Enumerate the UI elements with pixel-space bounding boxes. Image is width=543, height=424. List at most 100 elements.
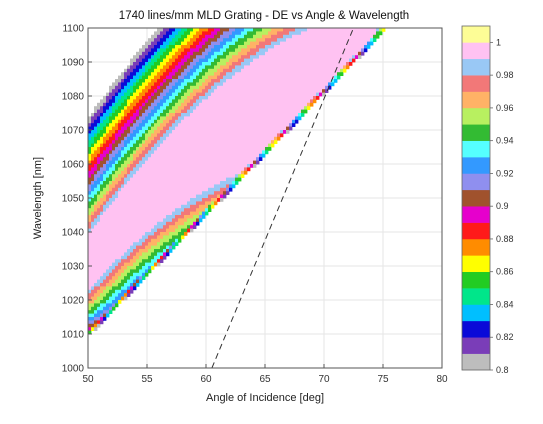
contour-cell [238,106,242,110]
contour-cell [133,204,137,209]
contour-cell [211,116,215,121]
contour-cell [223,181,227,185]
contour-cell [223,55,227,59]
contour-cell [343,58,347,63]
contour-cell [100,238,104,243]
contour-cell [214,194,218,199]
contour-cell [115,123,119,127]
contour-cell [202,167,206,172]
contour-cell [325,34,329,39]
contour-cell [136,170,140,175]
contour-cell [211,160,215,165]
contour-cell [244,160,248,165]
contour-cell [121,228,125,233]
contour-cell [139,72,143,76]
contour-cell [163,252,167,257]
contour-cell [175,99,179,104]
contour-cell [190,34,194,39]
contour-cell [172,136,176,141]
contour-cell [103,140,107,144]
contour-cell [139,147,143,151]
contour-cell [88,330,92,335]
contour-cell [130,289,134,294]
y-axis: 1000101010201030104010501060107010801090… [62,24,92,375]
contour-cell [274,140,278,144]
contour-cell [115,269,119,274]
contour-cell [127,136,131,141]
contour-cell [307,75,311,80]
contour-cell [157,38,161,42]
contour-cell [259,38,263,42]
contour-cell [124,211,128,216]
contour-cell [151,51,155,56]
contour-cell [172,123,176,127]
contour-cell [328,48,332,53]
contour-cell [211,38,215,42]
contour-cell [235,109,239,114]
contour-cell [115,147,119,151]
contour-cell [163,45,167,49]
contour-cell [229,82,233,87]
contour-cell [109,167,113,172]
contour-cell [178,177,182,182]
contour-cell [160,194,164,199]
contour-cell [97,102,101,107]
contour-cell [133,283,137,287]
contour-cell [214,82,218,87]
contour-cell [253,147,257,151]
contour-cell [106,249,110,253]
contour-cell [142,96,146,100]
contour-cell [364,38,368,42]
contour-cell [115,283,119,287]
contour-cell [148,170,152,175]
contour-cell [175,79,179,83]
contour-cell [88,126,92,131]
contour-cell [163,119,167,124]
contour-cell [184,167,188,172]
contour-cell [178,116,182,121]
contour-cell [121,279,125,284]
contour-cell [187,208,191,212]
contour-cell [271,123,275,127]
contour-cell [151,79,155,83]
contour-cell [154,31,158,36]
contour-cell [121,225,125,229]
contour-cell [97,262,101,267]
contour-cell [229,181,233,185]
contour-cell [136,102,140,107]
contour-cell [214,177,218,182]
contour-cell [148,109,152,114]
colorbar-tick-label: 0.98 [496,70,514,80]
contour-cell [121,89,125,93]
contour-cell [109,272,113,277]
contour-cell [322,79,326,83]
contour-cell [223,136,227,141]
contour-cell [97,119,101,124]
contour-cell [298,48,302,53]
contour-cell [178,85,182,90]
contour-cell [103,313,107,318]
contour-cell [331,62,335,66]
contour-cell [376,34,380,39]
contour-cell [241,116,245,121]
contour-cell [160,164,164,168]
contour-cell [196,140,200,144]
contour-cell [322,82,326,87]
contour-cell [250,119,254,124]
contour-cell [103,184,107,189]
contour-cell [88,147,92,151]
contour-cell [328,79,332,83]
contour-cell [133,130,137,134]
contour-cell [196,157,200,161]
contour-cell [286,45,290,49]
contour-cell [127,208,131,212]
contour-cell [220,167,224,172]
contour-cell [100,228,104,233]
contour-cell [205,140,209,144]
contour-cell [319,68,323,73]
contour-cell [106,150,110,155]
contour-cell [145,147,149,151]
contour-cell [139,266,143,270]
contour-cell [136,276,140,280]
contour-cell [121,133,125,138]
